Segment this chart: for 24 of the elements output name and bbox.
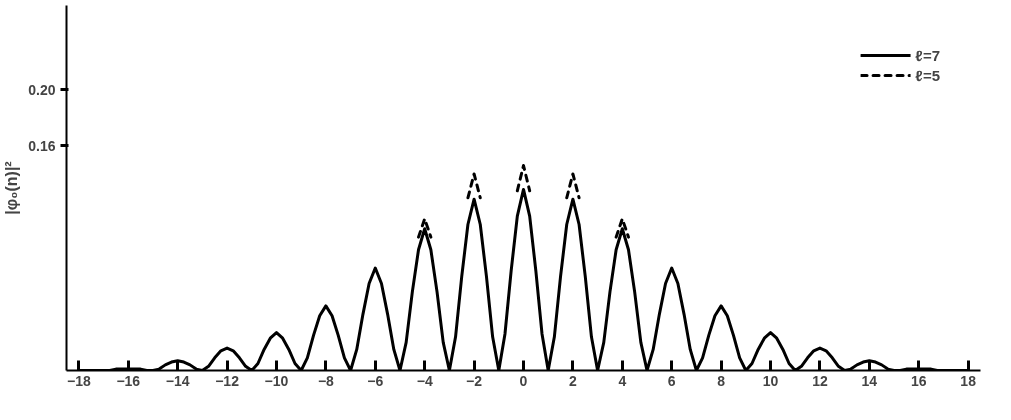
x-tick-label: −18 (66, 372, 91, 389)
x-tick-label: −4 (416, 372, 433, 389)
x-tick-label: 10 (762, 372, 779, 389)
x-tick-label: 8 (717, 372, 726, 389)
x-tick-label: 0 (519, 372, 528, 389)
x-tick-label: 4 (618, 372, 627, 389)
x-tick-label: −16 (116, 372, 141, 389)
x-tick-label: −2 (466, 372, 483, 389)
x-tick-label: 16 (910, 372, 927, 389)
y-tick-label: 0.16 (28, 137, 56, 154)
x-tick-label: −10 (264, 372, 289, 389)
x-tick-label: 2 (569, 372, 578, 389)
x-tick-label: 6 (667, 372, 676, 389)
y-axis-title: |φ₀(n)|² (3, 161, 21, 215)
legend-label: ℓ=7 (915, 46, 940, 64)
y-tick-label: 0.20 (28, 81, 56, 98)
x-tick-label: 18 (960, 372, 977, 389)
x-tick-label: −14 (165, 372, 190, 389)
x-tick-label: −12 (215, 372, 240, 389)
x-tick-label: 14 (861, 372, 878, 389)
legend-label: ℓ=5 (915, 66, 940, 84)
x-tick-label: −8 (317, 372, 335, 389)
x-tick-label: −6 (367, 372, 384, 389)
x-tick-label: 12 (812, 372, 828, 389)
